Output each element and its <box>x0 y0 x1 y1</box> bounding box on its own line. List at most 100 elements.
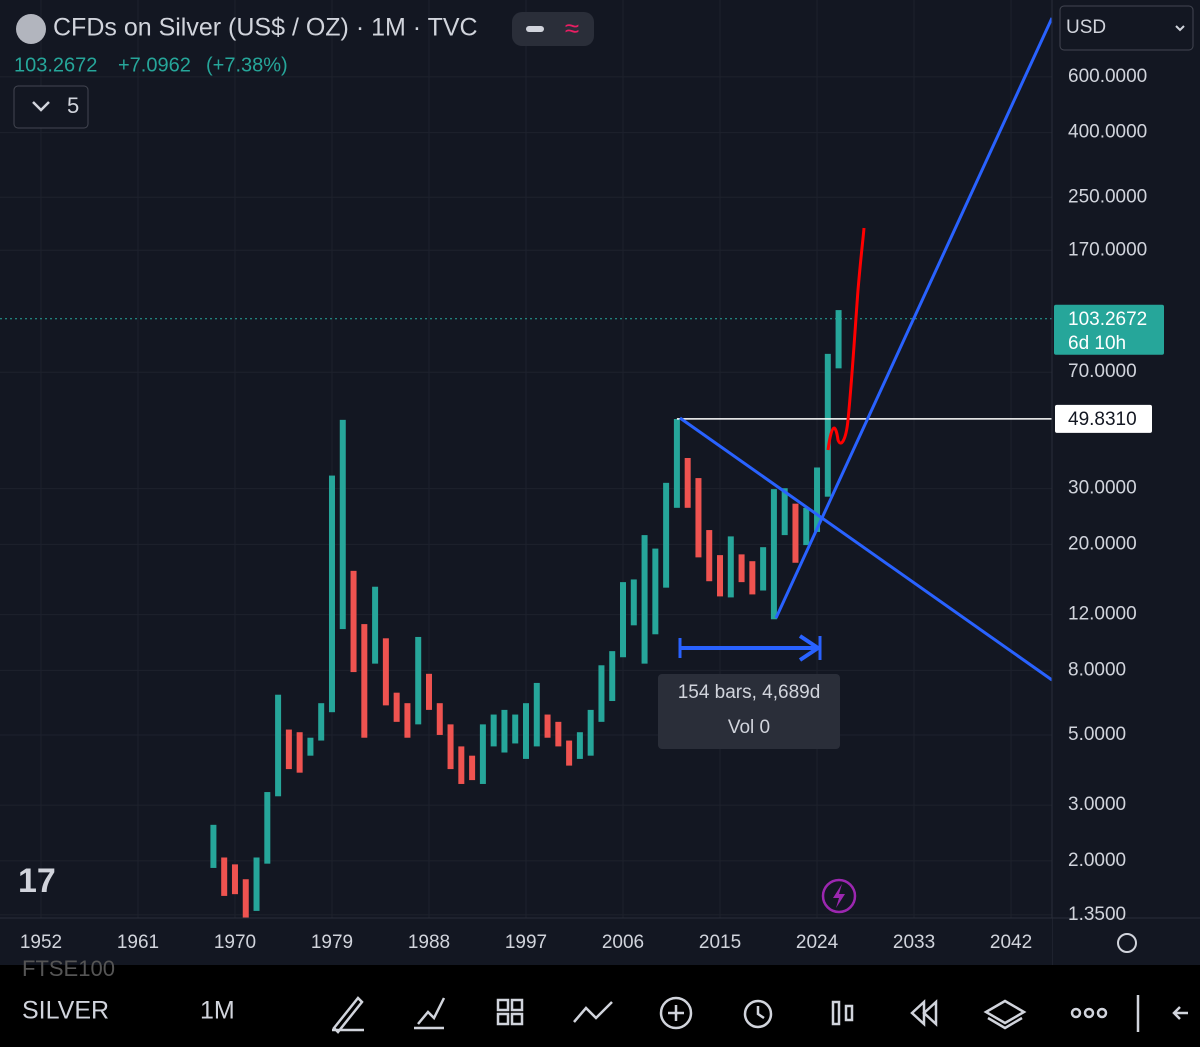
y-tick-label: 3.0000 <box>1068 794 1126 815</box>
price-bar <box>264 792 271 864</box>
compare-icon[interactable] <box>573 1001 613 1023</box>
price-bar <box>824 353 831 497</box>
x-tick-label: 1997 <box>505 932 547 953</box>
header-toggles[interactable] <box>512 12 594 46</box>
price-bar <box>555 721 562 747</box>
price-bar <box>652 548 659 635</box>
draw-icon[interactable] <box>332 996 364 1034</box>
y-tick-label: 1.3500 <box>1068 904 1126 925</box>
toggle-icon: ≈ <box>565 13 579 43</box>
price-bar <box>738 554 745 583</box>
price-bar <box>382 638 389 706</box>
price-bar <box>587 709 594 756</box>
layout-icon[interactable] <box>510 998 524 1012</box>
layout-icon[interactable] <box>496 1012 510 1026</box>
trend-line <box>774 17 1054 619</box>
price-bar <box>770 489 777 620</box>
y-tick-label: 600.0000 <box>1068 66 1147 87</box>
chevron <box>32 101 50 112</box>
time-axis <box>0 918 1052 965</box>
x-tick-label: 1988 <box>408 932 450 953</box>
price-bar <box>221 857 228 896</box>
measure-volume: Vol 0 <box>728 717 770 738</box>
candles-icon[interactable] <box>831 1000 841 1026</box>
indicators-button[interactable] <box>13 85 89 129</box>
y-tick-label: 2.0000 <box>1068 850 1126 871</box>
price-bar <box>458 746 465 784</box>
y-tick-label: 5.0000 <box>1068 724 1126 745</box>
price-bar <box>350 570 357 673</box>
price-bar <box>523 703 529 759</box>
more-icon[interactable] <box>1070 1007 1082 1019</box>
toolbar-peek: FTSE100 <box>22 956 115 981</box>
last-price: 103.2672 <box>14 54 97 76</box>
price-bar <box>328 475 335 713</box>
candles-icon[interactable] <box>844 1004 854 1022</box>
settings-icon[interactable] <box>1117 933 1137 953</box>
price-bar <box>835 310 842 369</box>
indicators-count: 5 <box>67 93 79 118</box>
y-tick-label: 8.0000 <box>1068 659 1126 680</box>
price-bar <box>372 586 379 664</box>
price-bar <box>307 737 314 756</box>
price-bar <box>576 732 583 759</box>
y-tick-label: 20.0000 <box>1068 533 1137 554</box>
plot <box>0 0 1052 922</box>
price-bar <box>404 703 411 738</box>
price-bar <box>673 419 680 508</box>
replay-icon[interactable] <box>910 999 938 1027</box>
last-price-label <box>1054 304 1164 355</box>
price-bar <box>749 561 756 595</box>
price-bar <box>469 755 476 781</box>
toggle-icon <box>526 26 544 32</box>
y-tick-label: 250.0000 <box>1068 186 1147 207</box>
price-axis <box>1052 0 1200 965</box>
price-bar <box>814 467 821 532</box>
toolbar-symbol[interactable]: SILVER <box>22 997 109 1025</box>
countdown: 6d 10h <box>1068 333 1126 354</box>
y-tick-label: 30.0000 <box>1068 478 1137 499</box>
back-icon[interactable] <box>1136 995 1188 1032</box>
more-icon[interactable] <box>1096 1007 1108 1019</box>
price-bar <box>231 864 238 895</box>
events-icon <box>833 884 845 908</box>
chevron <box>1175 25 1185 32</box>
more-icon[interactable] <box>1083 1007 1095 1019</box>
layout-icon[interactable] <box>510 1012 524 1026</box>
price-bar <box>425 673 432 710</box>
events-icon[interactable] <box>821 878 857 914</box>
price-bar <box>285 729 292 770</box>
add-icon[interactable] <box>659 996 693 1030</box>
price-bar <box>760 547 767 591</box>
toolbar-interval[interactable]: 1M <box>200 997 235 1025</box>
price-bar <box>609 651 616 702</box>
price-bar <box>533 682 540 747</box>
price-bar <box>393 692 400 722</box>
axes: 600.0000 400.0000 250.0000 170.0000 70.0000 3… <box>20 66 1164 953</box>
y-tick-label: 70.0000 <box>1068 361 1137 382</box>
indicators-icon[interactable] <box>414 997 446 1030</box>
price-bar <box>242 879 249 922</box>
last-price-value: 103.2672 <box>1068 309 1147 330</box>
price-bar <box>620 582 627 658</box>
price-bar <box>253 857 260 911</box>
horizontal-line-label <box>1055 404 1152 433</box>
price-bar <box>210 824 217 868</box>
symbol-title: CFDs on Silver (US$ / OZ) · 1M · TVC <box>53 14 478 42</box>
price-bar <box>436 703 443 735</box>
alert-icon[interactable] <box>743 999 773 1029</box>
price-bar <box>447 724 454 770</box>
currency-select[interactable] <box>1059 5 1194 51</box>
x-tick-label: 1961 <box>117 932 159 953</box>
price-bar <box>512 714 519 744</box>
layers-icon[interactable] <box>983 999 1027 1030</box>
price-bar <box>727 536 734 598</box>
price-bar <box>803 507 810 546</box>
x-tick-label: 2006 <box>602 932 644 953</box>
layout-icon[interactable] <box>496 998 510 1012</box>
price-bar <box>630 579 637 626</box>
price-bar <box>318 703 325 741</box>
price-bar <box>361 624 368 738</box>
